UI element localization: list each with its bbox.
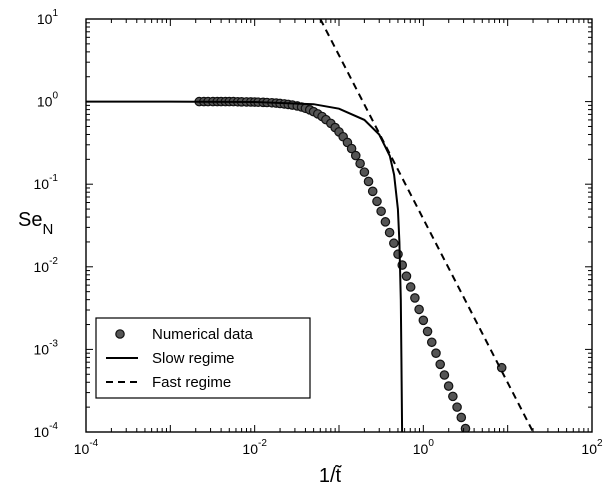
x-axis-label: 1/t̃ [319, 464, 342, 487]
data-point [350, 150, 361, 161]
data-point [384, 227, 395, 238]
data-point [448, 391, 458, 402]
y-axis-label: SeN [18, 209, 53, 238]
legend-label: Slow regime [152, 350, 235, 367]
data-point [367, 186, 378, 197]
data-point [422, 326, 433, 337]
x-tick-label: 100 [413, 438, 435, 457]
legend: Numerical data Slow regime Fast regime [95, 317, 311, 399]
x-tick-label: 10-4 [74, 438, 99, 457]
legend-marker-numerical-data [115, 329, 125, 339]
y-tick-label: 10-1 [34, 173, 59, 192]
data-point [363, 176, 374, 187]
data-point [456, 412, 467, 423]
data-point [372, 196, 382, 207]
x-tick-label: 102 [581, 438, 603, 457]
data-point [418, 315, 429, 326]
data-point [389, 238, 399, 249]
data-point [414, 304, 424, 315]
tick-labels: 10-4 10-2 100 102 10-4 10-3 10-2 10-1 100 101 [34, 8, 603, 457]
data-point [443, 381, 454, 391]
data-point [439, 370, 450, 380]
data-point [376, 206, 386, 217]
data-point [355, 158, 365, 169]
data-point [426, 337, 437, 348]
y-tick-label: 10-2 [34, 256, 59, 275]
legend-label: Fast regime [152, 374, 231, 391]
data-point [405, 282, 416, 292]
fast-regime-line [319, 19, 534, 432]
data-point [410, 293, 420, 303]
y-tick-label: 100 [37, 91, 59, 110]
data-point [359, 167, 370, 177]
slow-regime-line [86, 100, 404, 432]
data-point [401, 271, 412, 281]
y-tick-label: 101 [37, 8, 59, 27]
legend-label: Numerical data [152, 326, 254, 343]
tick-marks [85, 18, 593, 433]
data-point [452, 402, 462, 412]
y-tick-label: 10-3 [34, 338, 59, 357]
data-point [380, 217, 391, 227]
data-point [431, 348, 441, 358]
data-point [435, 359, 446, 370]
plot-marks [86, 19, 534, 432]
data-point [346, 143, 357, 154]
x-tick-label: 10-2 [242, 438, 267, 457]
data-point [393, 249, 403, 260]
y-tick-label: 10-4 [34, 421, 59, 440]
